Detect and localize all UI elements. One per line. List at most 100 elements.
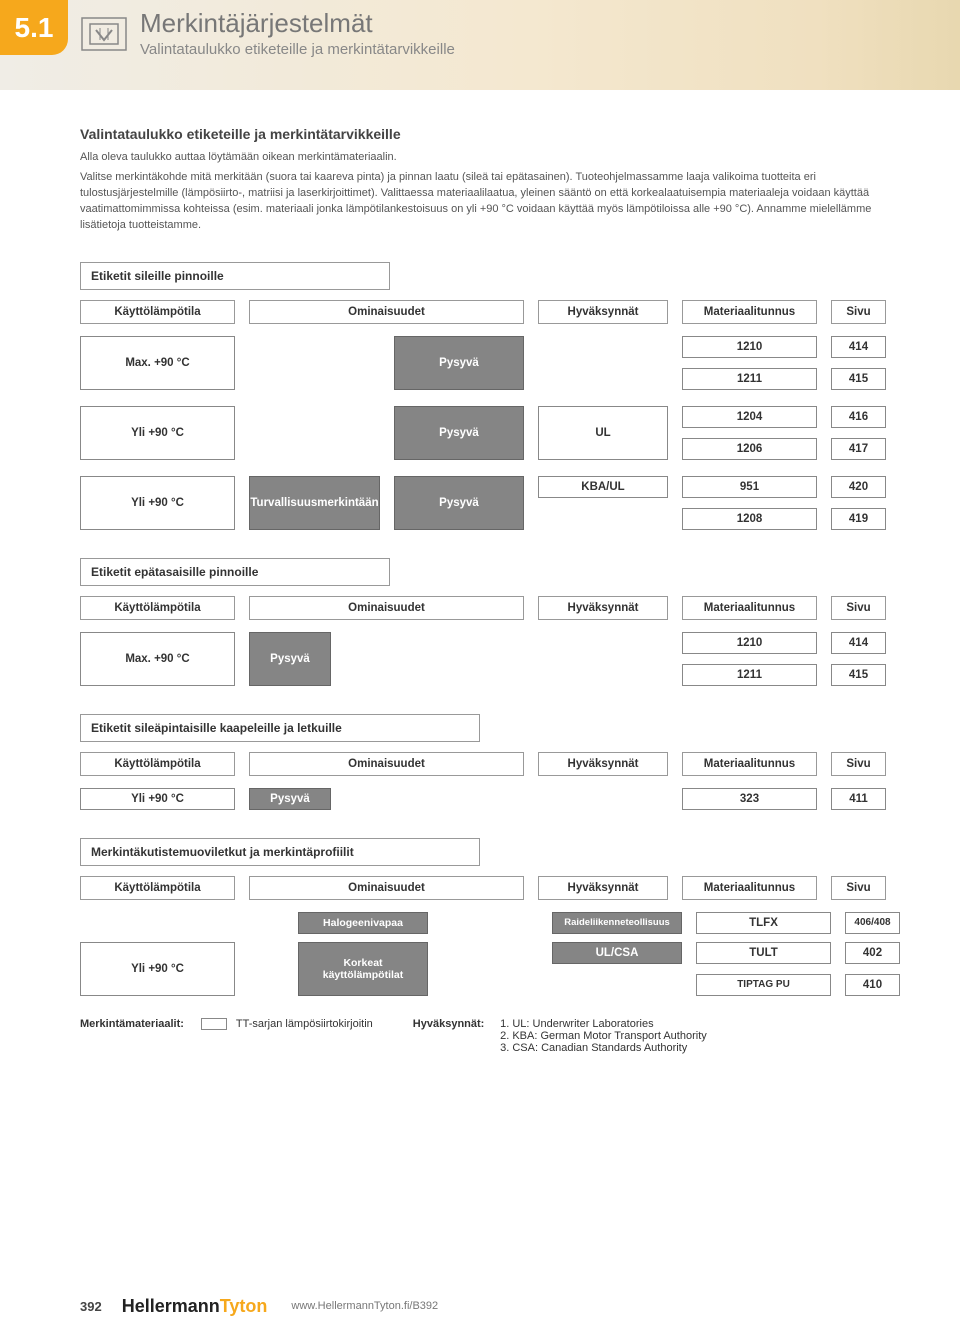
col-prop: Ominaisuudet — [249, 300, 524, 324]
page-box: 414 — [831, 632, 886, 654]
header-text: Merkintäjärjestelmät Valintataulukko eti… — [140, 8, 455, 58]
temp-box: Max. +90 °C — [80, 632, 235, 686]
section4-title: Merkintäkutistemuoviletkut ja merkintäpr… — [80, 838, 480, 866]
sec1-row3: Yli +90 °C Turvallisuusmerkintään Pysyvä… — [80, 476, 900, 530]
prop-box: Pysyvä — [249, 632, 331, 686]
col-prop: Ominaisuudet — [249, 596, 524, 620]
page-box: 414 — [831, 336, 886, 358]
intro-title: Valintataulukko etiketeille ja merkintät… — [80, 126, 900, 142]
sec2-row1: Max. +90 °C Pysyvä 1210414 1211415 — [80, 632, 900, 686]
page-header: 5.1 Merkintäjärjestelmät Valintataulukko… — [0, 0, 960, 90]
footer-logo: HellermannTyton — [122, 1296, 268, 1317]
col-page: Sivu — [831, 596, 886, 620]
page-box: 415 — [831, 664, 886, 686]
mat-box: TLFX — [696, 912, 831, 934]
endnote-item: UL: Underwriter Laboratories — [512, 1018, 706, 1030]
page-box: 420 — [831, 476, 886, 498]
approv-box: UL — [538, 406, 668, 460]
col-approv: Hyväksynnät — [538, 300, 668, 324]
column-headers: Käyttölämpötila Ominaisuudet Hyväksynnät… — [80, 752, 900, 776]
column-headers: Käyttölämpötila Ominaisuudet Hyväksynnät… — [80, 876, 900, 900]
section2-title: Etiketit epätasaisille pinnoille — [80, 558, 390, 586]
approv-box: UL/CSA — [552, 942, 682, 964]
page-box: 402 — [845, 942, 900, 964]
sec4-row2: Yli +90 °C Korkeat käyttölämpötilat UL/C… — [80, 942, 900, 996]
approv-stack: UL/CSA — [552, 942, 682, 996]
endnotes-left: Merkintämateriaalit: TT-sarjan lämpösiir… — [80, 1018, 373, 1054]
temp-box: Yli +90 °C — [80, 476, 235, 530]
col-mat: Materiaalitunnus — [682, 876, 817, 900]
mat-box: 1211 — [682, 664, 817, 686]
endnotes-left-label: Merkintämateriaalit: — [80, 1018, 184, 1030]
mat-stack: 1204416 1206417 — [682, 406, 886, 460]
page-subtitle: Valintataulukko etiketeille ja merkintät… — [140, 41, 455, 58]
col-prop: Ominaisuudet — [249, 752, 524, 776]
intro-p1: Alla oleva taulukko auttaa löytämään oik… — [80, 150, 900, 166]
temp-box: Yli +90 °C — [80, 788, 235, 810]
prop-box: Pysyvä — [394, 336, 524, 390]
page-box: 406/408 — [845, 912, 900, 934]
mat-stack: 1210414 1211415 — [682, 632, 886, 686]
col-mat: Materiaalitunnus — [682, 300, 817, 324]
mat-stack: 951 420 1208 419 — [682, 476, 886, 530]
approv-stack: KBA/UL — [538, 476, 668, 530]
page-box: 416 — [831, 406, 886, 428]
mat-box: 1208 — [682, 508, 817, 530]
footer-page-number: 392 — [80, 1299, 102, 1314]
col-mat: Materiaalitunnus — [682, 596, 817, 620]
section1-title: Etiketit sileille pinnoille — [80, 262, 390, 290]
mat-stack: 1210 414 1211 415 — [682, 336, 886, 390]
page-box: 410 — [845, 974, 900, 996]
mat-box: 951 — [682, 476, 817, 498]
logo-part1: Hellermann — [122, 1296, 220, 1316]
prop-box: Halogeenivapaa — [298, 912, 428, 934]
column-headers: Käyttölämpötila Ominaisuudet Hyväksynnät… — [80, 300, 900, 324]
col-temp: Käyttölämpötila — [80, 300, 235, 324]
col-approv: Hyväksynnät — [538, 876, 668, 900]
endnote-item: CSA: Canadian Standards Authority — [512, 1042, 706, 1054]
col-temp: Käyttölämpötila — [80, 596, 235, 620]
approv-box: KBA/UL — [538, 476, 668, 498]
prop-box: Pysyvä — [394, 476, 524, 530]
label-icon — [80, 10, 128, 58]
section3-title: Etiketit sileäpintaisille kaapeleille ja… — [80, 714, 480, 742]
col-temp: Käyttölämpötila — [80, 876, 235, 900]
col-temp: Käyttölämpötila — [80, 752, 235, 776]
sec3-row1: Yli +90 °C Pysyvä 323 411 — [80, 788, 900, 810]
endnotes-right: Hyväksynnät: UL: Underwriter Laboratorie… — [413, 1018, 707, 1054]
mat-box: 1211 — [682, 368, 817, 390]
page-footer: 392 HellermannTyton www.HellermannTyton.… — [0, 1286, 960, 1326]
extra-box: Turvallisuusmerkintään — [249, 476, 380, 530]
endnotes-right-label: Hyväksynnät: — [413, 1018, 485, 1054]
content: Valintataulukko etiketeille ja merkintät… — [0, 90, 960, 1054]
approv-box: Raideliikenneteollisuus — [552, 912, 682, 934]
col-page: Sivu — [831, 300, 886, 324]
col-page: Sivu — [831, 876, 886, 900]
mat-stack: TULT 402 TIPTAG PU 410 — [696, 942, 900, 996]
endnotes-left-text: TT-sarjan lämpösiirtokirjoitin — [236, 1018, 373, 1030]
page-box: 411 — [831, 788, 886, 810]
prop-box: Pysyvä — [249, 788, 331, 810]
footer-url: www.HellermannTyton.fi/B392 — [291, 1300, 438, 1312]
page-box: 415 — [831, 368, 886, 390]
col-mat: Materiaalitunnus — [682, 752, 817, 776]
mat-box: TULT — [696, 942, 831, 964]
section-number: 5.1 — [0, 0, 68, 55]
temp-box: Max. +90 °C — [80, 336, 235, 390]
endnote-item: KBA: German Motor Transport Authority — [512, 1030, 706, 1042]
mat-box: TIPTAG PU — [696, 974, 831, 996]
col-page: Sivu — [831, 752, 886, 776]
sec1-row1: Max. +90 °C Pysyvä 1210 414 1211 415 — [80, 336, 900, 390]
mat-box: 1204 — [682, 406, 817, 428]
prop-box: Pysyvä — [394, 406, 524, 460]
sec1-row2: Yli +90 °C Pysyvä UL 1204416 1206417 — [80, 406, 900, 460]
intro-p2: Valitse merkintäkohde mitä merkitään (su… — [80, 170, 900, 234]
page-box: 417 — [831, 438, 886, 460]
temp-box: Yli +90 °C — [80, 942, 235, 996]
sec4-row1: Halogeenivapaa Raideliikenneteollisuus T… — [80, 912, 900, 934]
page-box: 419 — [831, 508, 886, 530]
column-headers: Käyttölämpötila Ominaisuudet Hyväksynnät… — [80, 596, 900, 620]
col-approv: Hyväksynnät — [538, 596, 668, 620]
mat-box: 1210 — [682, 336, 817, 358]
prop-box: Korkeat käyttölämpötilat — [298, 942, 428, 996]
